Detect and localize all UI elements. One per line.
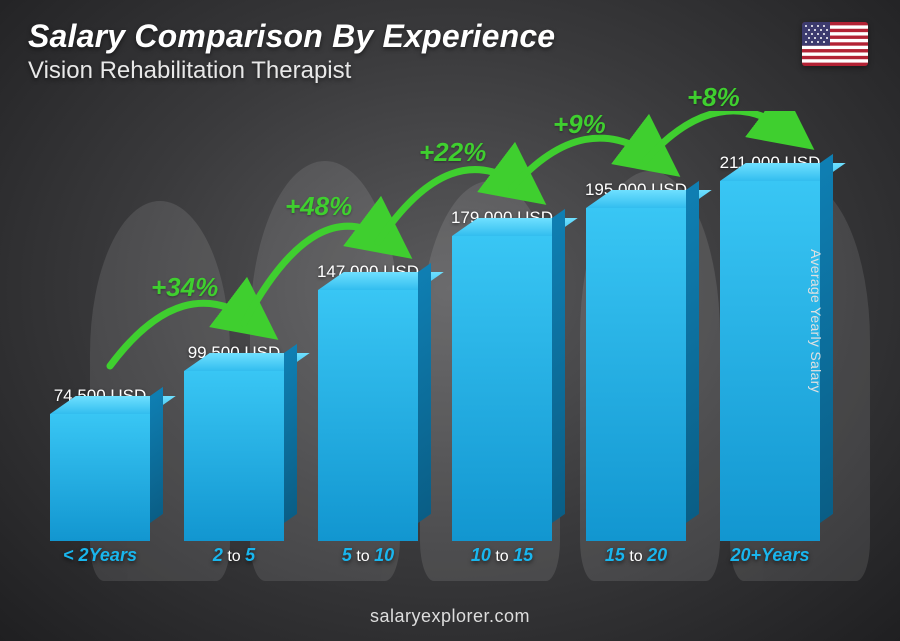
chart-header: Salary Comparison By Experience Vision R… bbox=[28, 18, 872, 85]
increase-pct-label: +22% bbox=[419, 137, 486, 168]
bar-front-face bbox=[318, 290, 418, 541]
bars-container: 74,500 USD99,500 USD147,000 USD179,000 U… bbox=[40, 111, 830, 541]
chart-subtitle: Vision Rehabilitation Therapist bbox=[28, 57, 872, 85]
bar-side-face bbox=[552, 209, 565, 523]
bar bbox=[586, 208, 686, 541]
bar-side-face bbox=[418, 263, 431, 523]
x-axis-label: 15 to 20 bbox=[576, 545, 696, 571]
increase-pct-label: +8% bbox=[687, 82, 740, 113]
bar-front-face bbox=[586, 208, 686, 541]
bar-front-face bbox=[184, 371, 284, 541]
x-axis-label: 10 to 15 bbox=[442, 545, 562, 571]
bar-slot: 195,000 USD bbox=[576, 180, 696, 541]
chart-title: Salary Comparison By Experience bbox=[28, 18, 872, 55]
increase-pct-label: +9% bbox=[553, 109, 606, 140]
bar-front-face bbox=[452, 236, 552, 541]
y-axis-label: Average Yearly Salary bbox=[808, 249, 824, 393]
x-axis-label: 20+Years bbox=[710, 545, 830, 571]
increase-pct-label: +34% bbox=[151, 272, 218, 303]
bar-slot: 99,500 USD bbox=[174, 343, 294, 541]
bar bbox=[720, 181, 820, 541]
bar-slot: 147,000 USD bbox=[308, 262, 428, 541]
x-axis-labels: < 2Years 2 to 5 5 to 10 10 to 15 15 to 20 20+… bbox=[40, 545, 830, 571]
bar bbox=[184, 371, 284, 541]
bar-side-face bbox=[150, 387, 163, 523]
footer-attribution: salaryexplorer.com bbox=[0, 606, 900, 627]
bar-slot: 74,500 USD bbox=[40, 386, 160, 541]
bar bbox=[318, 290, 418, 541]
us-flag-icon bbox=[802, 22, 868, 66]
bar-front-face bbox=[720, 181, 820, 541]
chart-area: 74,500 USD99,500 USD147,000 USD179,000 U… bbox=[40, 111, 830, 571]
bar bbox=[452, 236, 552, 541]
x-axis-label: 2 to 5 bbox=[174, 545, 294, 571]
bar-side-face bbox=[284, 344, 297, 523]
bar-side-face bbox=[686, 181, 699, 523]
x-axis-label: < 2Years bbox=[40, 545, 160, 571]
bar-front-face bbox=[50, 414, 150, 541]
x-axis-label: 5 to 10 bbox=[308, 545, 428, 571]
bar-slot: 179,000 USD bbox=[442, 208, 562, 541]
increase-pct-label: +48% bbox=[285, 191, 352, 222]
bar bbox=[50, 414, 150, 541]
